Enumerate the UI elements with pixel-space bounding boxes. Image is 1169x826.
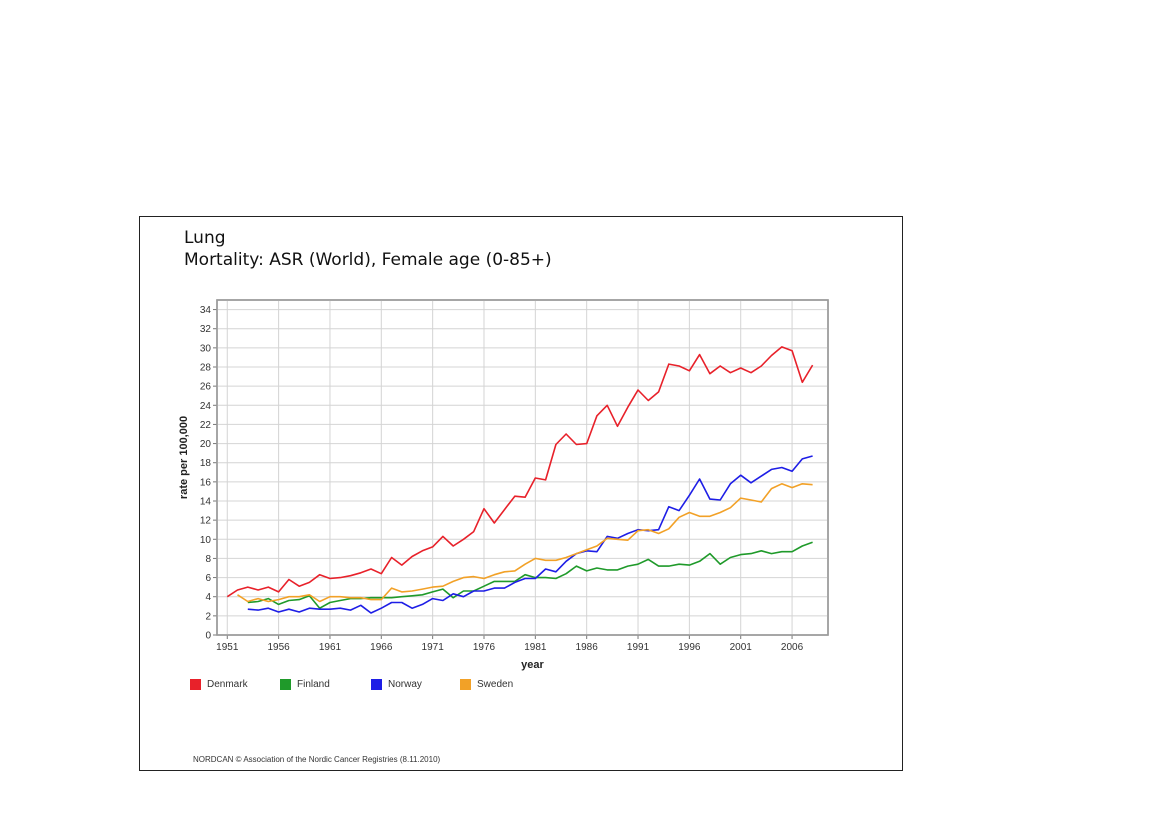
y-tick-label: 20 — [200, 439, 212, 450]
y-tick-label: 32 — [200, 324, 212, 335]
y-tick-label: 12 — [200, 516, 212, 527]
legend-label: Denmark — [207, 679, 248, 690]
y-tick-label: 18 — [200, 458, 212, 469]
y-tick-label: 16 — [200, 477, 212, 488]
x-tick-label: 1971 — [422, 642, 445, 653]
y-tick-label: 2 — [205, 611, 211, 622]
x-tick-label: 1991 — [627, 642, 650, 653]
legend-item-finland: Finland — [280, 679, 330, 690]
y-tick-label: 22 — [200, 420, 212, 431]
legend-label: Finland — [297, 679, 330, 690]
legend-item-sweden: Sweden — [460, 679, 513, 690]
y-tick-label: 24 — [200, 401, 212, 412]
y-tick-label: 0 — [205, 631, 211, 642]
series-line-finland — [247, 541, 813, 610]
chart-subtitle: Mortality: ASR (World), Female age (0-85… — [184, 250, 552, 270]
y-tick-label: 34 — [200, 305, 212, 316]
x-tick-label: 1981 — [524, 642, 547, 653]
chart-frame: Lung Mortality: ASR (World), Female age … — [139, 216, 903, 771]
x-tick-label: 1976 — [473, 642, 496, 653]
chart-title: Lung — [184, 228, 226, 248]
footer-credit: NORDCAN © Association of the Nordic Canc… — [193, 755, 441, 764]
plot-area — [216, 299, 829, 636]
legend-swatch — [280, 679, 291, 690]
x-axis-label: year — [521, 659, 544, 671]
x-tick-label: 1961 — [319, 642, 342, 653]
x-tick-label: 1966 — [370, 642, 393, 653]
legend-swatch — [460, 679, 471, 690]
x-tick-label: 2001 — [730, 642, 753, 653]
legend-label: Sweden — [477, 679, 514, 690]
y-axis-label: rate per 100,000 — [178, 416, 190, 499]
plot-border — [216, 299, 829, 636]
x-tick-label: 1996 — [678, 642, 701, 653]
x-tick-label: 1951 — [216, 642, 239, 653]
legend-item-denmark: Denmark — [190, 679, 248, 690]
y-tick-label: 28 — [200, 363, 212, 374]
y-tick-label: 6 — [205, 573, 211, 584]
y-tick-label: 26 — [200, 382, 212, 393]
y-tick-label: 30 — [200, 343, 212, 354]
x-tick-label: 1956 — [267, 642, 290, 653]
y-tick-label: 10 — [200, 535, 212, 546]
y-tick-label: 4 — [205, 592, 211, 603]
legend-swatch — [371, 679, 382, 690]
y-tick-label: 14 — [200, 497, 212, 508]
series-line-norway — [247, 455, 813, 614]
x-tick-label: 1986 — [576, 642, 599, 653]
legend-label: Norway — [388, 679, 422, 690]
series-line-sweden — [237, 482, 813, 603]
y-tick-label: 8 — [205, 554, 211, 565]
x-tick-label: 2006 — [781, 642, 804, 653]
series-line-denmark — [226, 346, 814, 598]
legend-item-norway: Norway — [371, 679, 422, 690]
legend-swatch — [190, 679, 201, 690]
